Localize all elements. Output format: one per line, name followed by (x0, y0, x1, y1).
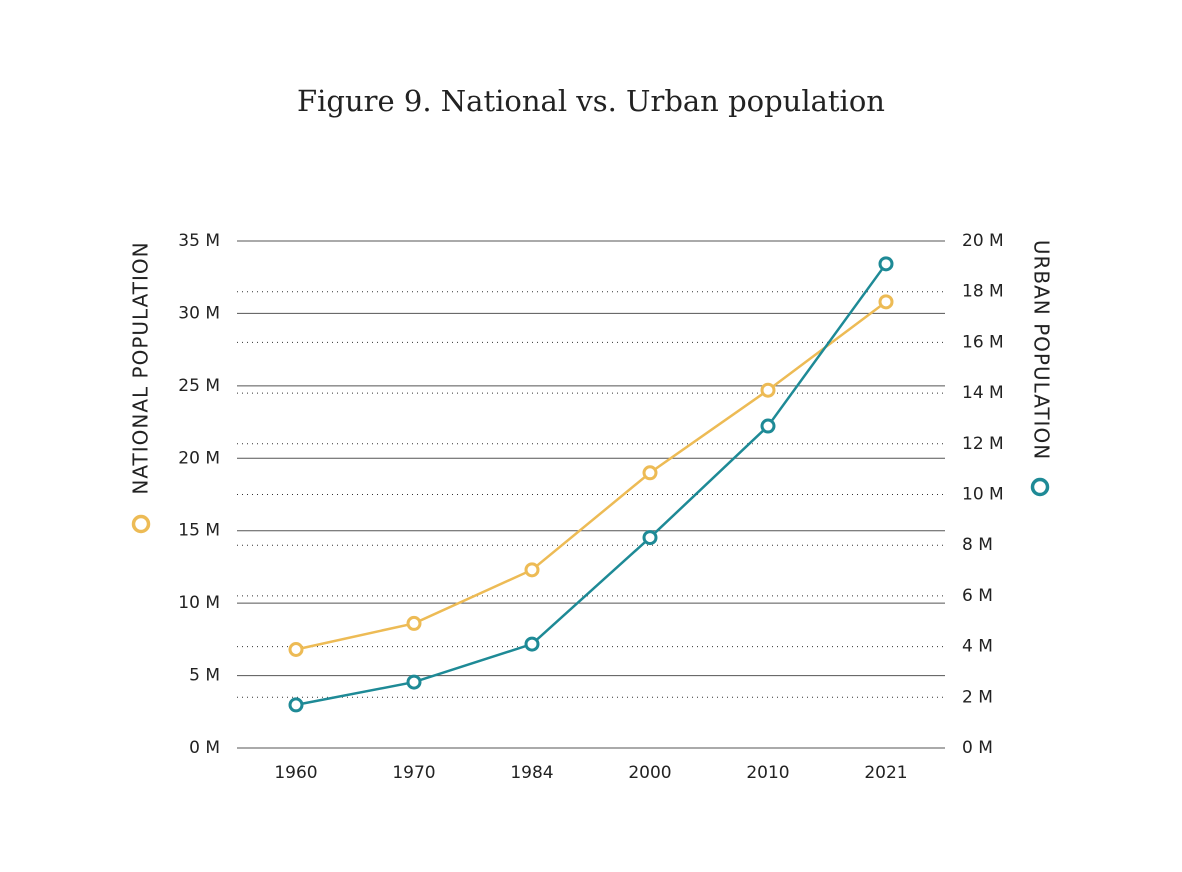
series-line (295, 300, 887, 651)
point-marker (288, 641, 304, 657)
y2-tick-label: 10 M (962, 485, 1004, 505)
y2-tick-label: 8 M (962, 535, 993, 555)
y2-tick-label: 16 M (962, 332, 1004, 352)
y2-tick-label: 6 M (962, 586, 993, 606)
x-tick-label: 2021 (864, 763, 907, 783)
point-marker (524, 562, 540, 578)
y-tick-label: 20 M (178, 448, 220, 468)
point-marker (760, 418, 776, 434)
x-tick-label: 1960 (274, 763, 317, 783)
point-marker (406, 674, 422, 690)
point-marker (406, 615, 422, 631)
point-marker (878, 256, 894, 272)
y-axis-label: NATIONAL POPULATION (129, 241, 153, 494)
y2-tick-label: 2 M (962, 687, 993, 707)
legend-marker (131, 514, 151, 534)
point-marker (760, 382, 776, 398)
series-line (295, 263, 888, 707)
y2-tick-label: 14 M (962, 383, 1004, 403)
y-tick-label: 0 M (189, 738, 220, 758)
y2-tick-label: 0 M (962, 738, 993, 758)
y2-tick-label: 18 M (962, 282, 1004, 302)
y2-tick-label: 12 M (962, 434, 1004, 454)
point-marker (642, 465, 658, 481)
y-tick-label: 15 M (178, 521, 220, 541)
legend-marker (1030, 477, 1050, 497)
chart-title: Figure 9. National vs. Urban population (297, 84, 885, 118)
y-tick-label: 10 M (178, 593, 220, 613)
point-marker (288, 697, 304, 713)
x-tick-label: 1970 (392, 763, 435, 783)
point-marker (642, 530, 658, 546)
y-tick-label: 25 M (178, 376, 220, 396)
x-tick-label: 2000 (628, 763, 671, 783)
y2-tick-label: 4 M (962, 637, 993, 657)
y2-axis-label: URBAN POPULATION (1030, 240, 1054, 460)
y-tick-label: 35 M (178, 231, 220, 251)
x-tick-label: 2010 (746, 763, 789, 783)
y2-tick-label: 20 M (962, 231, 1004, 251)
point-marker (878, 294, 894, 310)
x-tick-label: 1984 (510, 763, 553, 783)
y-tick-label: 5 M (189, 666, 220, 686)
y-tick-label: 30 M (178, 303, 220, 323)
point-marker (524, 636, 540, 652)
